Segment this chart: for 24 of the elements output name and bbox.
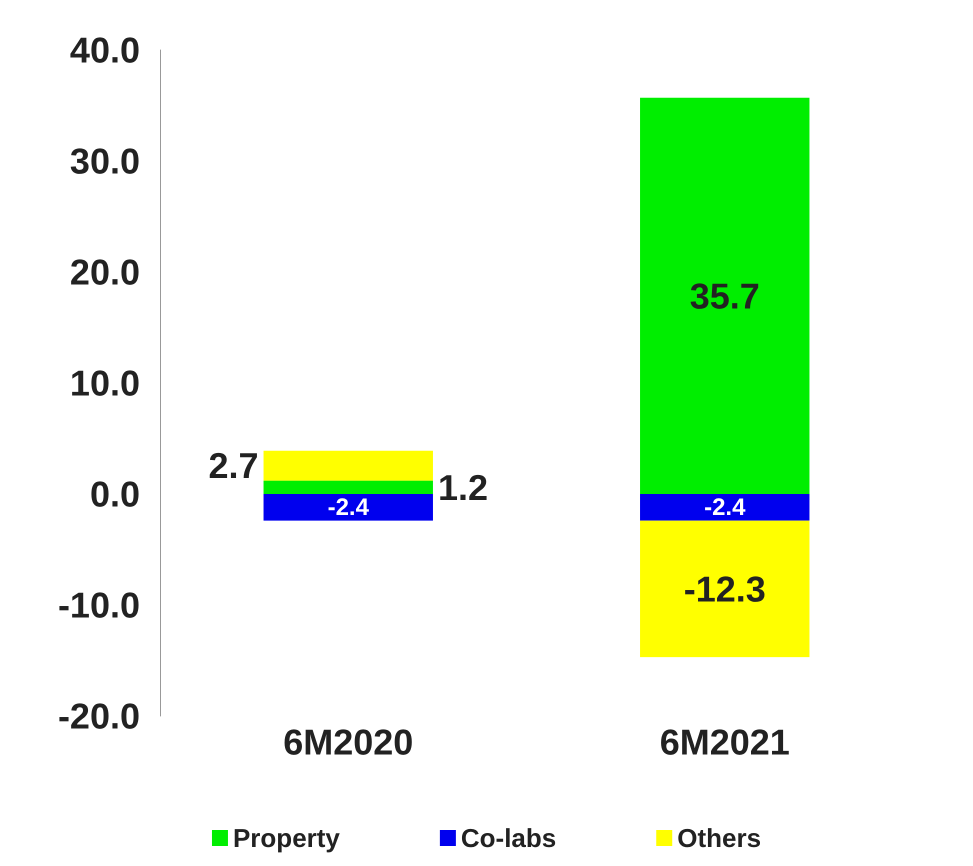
x-tick-label: 6M2021 (660, 722, 790, 762)
y-tick-label: -20.0 (58, 696, 140, 736)
y-tick-label: 0.0 (90, 474, 140, 514)
data-label: -2.4 (328, 494, 370, 521)
legend-label: Co-labs (460, 823, 556, 853)
bar (640, 98, 810, 494)
x-tick-label: 6M2020 (283, 722, 414, 762)
legend-label: Others (677, 823, 762, 853)
y-tick-label: 40.0 (70, 30, 140, 70)
y-tick-label: 10.0 (70, 362, 140, 404)
legend-label: Property (232, 823, 340, 853)
bar (640, 494, 810, 521)
bar (264, 480, 433, 494)
y-tick-label: 30.0 (70, 140, 140, 182)
data-label: 1.2 (438, 466, 488, 508)
y-tick-label: -10.0 (58, 584, 140, 626)
data-label: -12.3 (684, 568, 766, 610)
bar (640, 520, 810, 658)
bar (264, 494, 433, 521)
data-label: 35.7 (690, 275, 760, 316)
y-tick-label: 20.0 (70, 252, 140, 292)
data-label: 2.7 (208, 445, 259, 486)
data-label: -2.4 (704, 494, 746, 521)
bar (264, 450, 433, 481)
